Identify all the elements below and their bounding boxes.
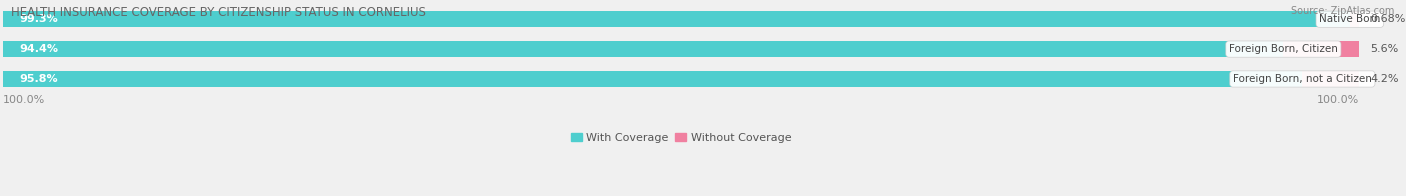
Bar [3,11,1350,27]
Bar [3,41,1360,57]
Bar [3,41,1284,57]
Text: 100.0%: 100.0% [3,94,45,104]
Bar [1284,41,1360,57]
Legend: With Coverage, Without Coverage: With Coverage, Without Coverage [567,128,796,147]
Bar [3,71,1302,87]
Text: 5.6%: 5.6% [1371,44,1399,54]
Text: 0.68%: 0.68% [1369,14,1406,24]
Bar [3,11,1360,27]
Text: HEALTH INSURANCE COVERAGE BY CITIZENSHIP STATUS IN CORNELIUS: HEALTH INSURANCE COVERAGE BY CITIZENSHIP… [11,6,426,19]
Bar [1302,71,1360,87]
Bar [1350,11,1360,27]
Text: 100.0%: 100.0% [1317,94,1360,104]
Text: 99.3%: 99.3% [20,14,58,24]
Text: 4.2%: 4.2% [1371,74,1399,84]
Text: 95.8%: 95.8% [20,74,58,84]
Text: Foreign Born, not a Citizen: Foreign Born, not a Citizen [1233,74,1372,84]
Text: Native Born: Native Born [1319,14,1381,24]
Text: Foreign Born, Citizen: Foreign Born, Citizen [1229,44,1339,54]
Text: 94.4%: 94.4% [20,44,58,54]
Bar [3,71,1360,87]
Text: Source: ZipAtlas.com: Source: ZipAtlas.com [1291,6,1395,16]
